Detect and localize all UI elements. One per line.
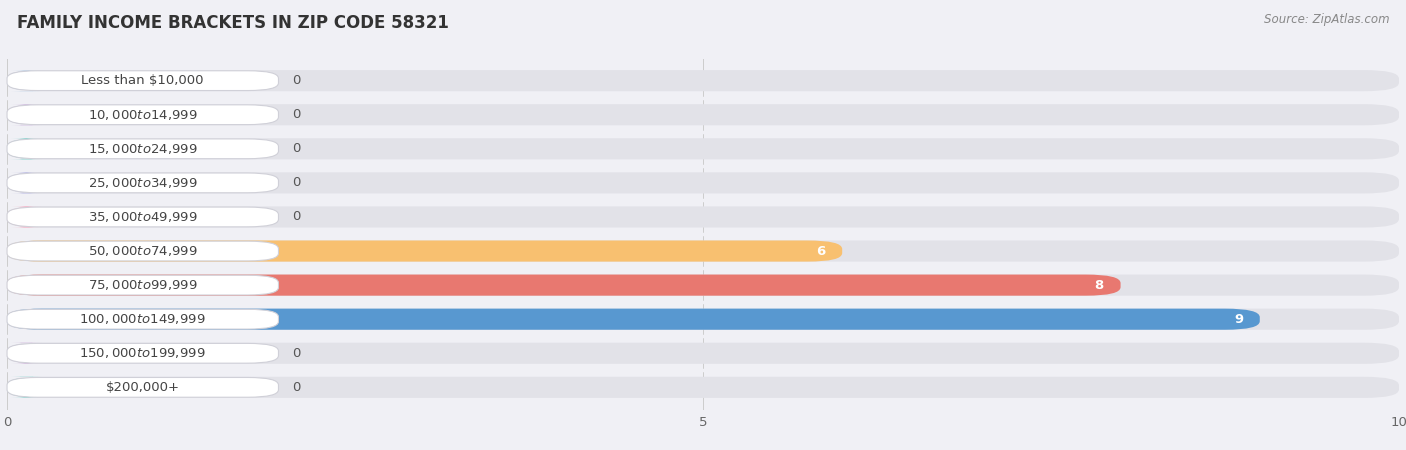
FancyBboxPatch shape (7, 343, 1399, 364)
Text: $200,000+: $200,000+ (105, 381, 180, 394)
FancyBboxPatch shape (7, 241, 278, 261)
Text: 0: 0 (292, 74, 301, 87)
Text: 0: 0 (292, 108, 301, 121)
FancyBboxPatch shape (7, 378, 278, 397)
FancyBboxPatch shape (7, 104, 46, 125)
Text: $25,000 to $34,999: $25,000 to $34,999 (89, 176, 198, 190)
FancyBboxPatch shape (7, 207, 46, 228)
Text: 9: 9 (1234, 313, 1243, 326)
FancyBboxPatch shape (7, 377, 1399, 398)
FancyBboxPatch shape (7, 138, 46, 159)
FancyBboxPatch shape (7, 172, 1399, 194)
FancyBboxPatch shape (7, 71, 278, 90)
Text: 0: 0 (292, 347, 301, 360)
Text: Less than $10,000: Less than $10,000 (82, 74, 204, 87)
FancyBboxPatch shape (7, 309, 1399, 330)
FancyBboxPatch shape (7, 172, 46, 194)
FancyBboxPatch shape (7, 139, 278, 159)
Text: $15,000 to $24,999: $15,000 to $24,999 (89, 142, 198, 156)
Text: 0: 0 (292, 381, 301, 394)
FancyBboxPatch shape (7, 275, 278, 295)
FancyBboxPatch shape (7, 274, 1399, 296)
FancyBboxPatch shape (7, 309, 1260, 330)
FancyBboxPatch shape (7, 104, 1399, 125)
FancyBboxPatch shape (7, 274, 1121, 296)
Text: $35,000 to $49,999: $35,000 to $49,999 (89, 210, 198, 224)
FancyBboxPatch shape (7, 309, 278, 329)
Text: Source: ZipAtlas.com: Source: ZipAtlas.com (1264, 14, 1389, 27)
Text: 0: 0 (292, 142, 301, 155)
FancyBboxPatch shape (7, 377, 46, 398)
Text: $150,000 to $199,999: $150,000 to $199,999 (80, 346, 207, 360)
Text: $50,000 to $74,999: $50,000 to $74,999 (89, 244, 198, 258)
FancyBboxPatch shape (7, 207, 278, 227)
Text: FAMILY INCOME BRACKETS IN ZIP CODE 58321: FAMILY INCOME BRACKETS IN ZIP CODE 58321 (17, 14, 449, 32)
Text: 0: 0 (292, 176, 301, 189)
FancyBboxPatch shape (7, 105, 278, 125)
FancyBboxPatch shape (7, 138, 1399, 159)
FancyBboxPatch shape (7, 207, 1399, 228)
Text: $75,000 to $99,999: $75,000 to $99,999 (89, 278, 198, 292)
FancyBboxPatch shape (7, 70, 1399, 91)
Text: $100,000 to $149,999: $100,000 to $149,999 (80, 312, 207, 326)
FancyBboxPatch shape (7, 343, 46, 364)
FancyBboxPatch shape (7, 173, 278, 193)
FancyBboxPatch shape (7, 70, 46, 91)
Text: 0: 0 (292, 211, 301, 224)
Text: $10,000 to $14,999: $10,000 to $14,999 (89, 108, 198, 122)
FancyBboxPatch shape (7, 240, 1399, 261)
Text: 6: 6 (817, 244, 825, 257)
FancyBboxPatch shape (7, 343, 278, 363)
FancyBboxPatch shape (7, 240, 842, 261)
Text: 8: 8 (1095, 279, 1104, 292)
